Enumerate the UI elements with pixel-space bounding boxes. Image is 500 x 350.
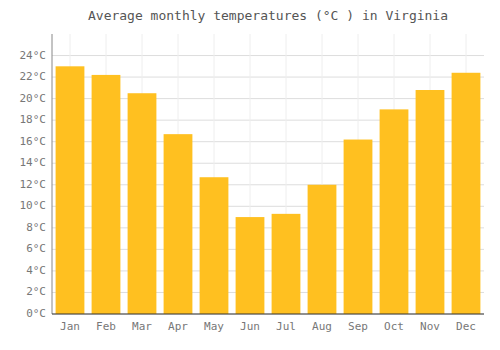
- bar: [272, 214, 301, 314]
- bar: [236, 217, 265, 314]
- grid: [52, 34, 484, 314]
- y-tick-label: 4°C: [26, 264, 46, 277]
- bar: [56, 66, 85, 314]
- y-tick-label: 20°C: [20, 92, 47, 105]
- x-tick-label: Oct: [384, 320, 404, 333]
- bar: [452, 73, 481, 314]
- y-tick-label: 22°C: [20, 70, 47, 83]
- bar: [416, 90, 445, 314]
- y-tick-label: 6°C: [26, 242, 46, 255]
- y-axis-line: [52, 34, 53, 314]
- bar: [92, 75, 121, 314]
- x-tick-label: Apr: [168, 320, 188, 333]
- y-tick-label: 16°C: [20, 135, 47, 148]
- bar: [200, 177, 229, 314]
- y-tick-label: 2°C: [26, 285, 46, 298]
- bar: [308, 185, 337, 314]
- chart: 0°C 2°C 4°C 6°C 8°C 10°C 12°C 14°C 16°C 18°C 20°C 2…: [0, 0, 500, 350]
- x-tick-label: Feb: [96, 320, 116, 333]
- y-tick-label: 14°C: [20, 156, 47, 169]
- x-tick-label: Jun: [240, 320, 260, 333]
- grid-line: [52, 55, 484, 56]
- x-tick-label: Aug: [312, 320, 332, 333]
- bars: [56, 66, 481, 314]
- y-tick-label: 10°C: [20, 199, 47, 212]
- x-tick-label: Dec: [456, 320, 476, 333]
- bar: [128, 93, 157, 314]
- y-tick-label: 0°C: [26, 307, 46, 320]
- x-axis-line: [52, 314, 484, 315]
- bar: [380, 109, 409, 314]
- x-tick-label: Mar: [132, 320, 152, 333]
- x-tick-label: May: [204, 320, 224, 333]
- y-tick-label: 12°C: [20, 178, 47, 191]
- bar: [344, 140, 373, 314]
- y-tick-label: 8°C: [26, 221, 46, 234]
- grid-line: [52, 314, 484, 315]
- x-tick-label: Jul: [276, 320, 296, 333]
- bar: [164, 134, 193, 314]
- x-tick-label: Jan: [60, 320, 80, 333]
- x-tick-label: Nov: [420, 320, 440, 333]
- y-tick-label: 18°C: [20, 113, 47, 126]
- y-tick-label: 24°C: [20, 49, 47, 62]
- x-tick-label: Sep: [348, 320, 368, 333]
- title: Average monthly temperatures (°C ) in Vi…: [88, 8, 448, 23]
